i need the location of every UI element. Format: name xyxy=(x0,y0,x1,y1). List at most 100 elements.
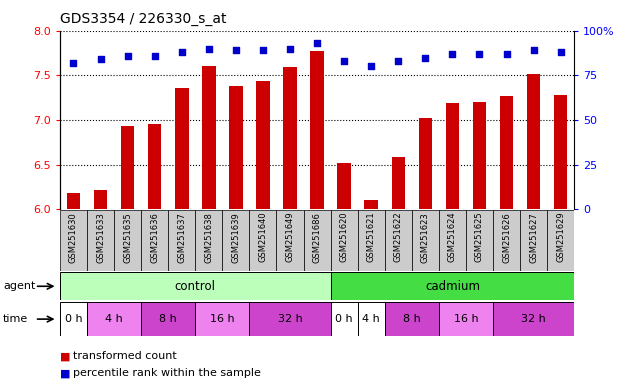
Bar xyxy=(67,193,80,209)
Bar xyxy=(229,86,243,209)
Text: 16 h: 16 h xyxy=(454,314,478,324)
Text: 0 h: 0 h xyxy=(64,314,82,324)
Point xyxy=(393,58,403,64)
Bar xyxy=(60,272,331,300)
Bar xyxy=(249,302,331,336)
Bar xyxy=(304,210,331,271)
Text: GSM251649: GSM251649 xyxy=(285,212,295,263)
Text: transformed count: transformed count xyxy=(73,351,176,361)
Text: 0 h: 0 h xyxy=(335,314,353,324)
Text: 8 h: 8 h xyxy=(403,314,421,324)
Bar xyxy=(94,190,107,209)
Bar xyxy=(385,302,439,336)
Bar xyxy=(473,102,487,209)
Text: GSM251640: GSM251640 xyxy=(259,212,268,263)
Point xyxy=(258,47,268,53)
Bar xyxy=(256,81,269,209)
Text: 4 h: 4 h xyxy=(105,314,123,324)
Text: GSM251622: GSM251622 xyxy=(394,212,403,263)
Point xyxy=(529,47,539,53)
Bar xyxy=(412,210,439,271)
Bar xyxy=(520,210,547,271)
Bar xyxy=(202,66,216,209)
Bar xyxy=(500,96,513,209)
Point xyxy=(285,46,295,52)
Bar xyxy=(249,210,276,271)
Text: GSM251625: GSM251625 xyxy=(475,212,484,263)
Text: ■: ■ xyxy=(60,368,71,378)
Text: GSM251637: GSM251637 xyxy=(177,212,186,263)
Bar xyxy=(60,302,87,336)
Point xyxy=(556,49,566,55)
Bar xyxy=(175,88,189,209)
Text: time: time xyxy=(3,314,28,324)
Bar xyxy=(439,210,466,271)
Text: 8 h: 8 h xyxy=(160,314,177,324)
Bar xyxy=(547,210,574,271)
Point xyxy=(177,49,187,55)
Bar xyxy=(87,210,114,271)
Point xyxy=(447,51,457,57)
Text: GSM251626: GSM251626 xyxy=(502,212,511,263)
Text: GSM251629: GSM251629 xyxy=(556,212,565,263)
Bar xyxy=(331,302,358,336)
Text: agent: agent xyxy=(3,281,35,291)
Point xyxy=(366,63,376,70)
Text: GSM251627: GSM251627 xyxy=(529,212,538,263)
Text: GSM251621: GSM251621 xyxy=(367,212,375,263)
Bar xyxy=(60,210,87,271)
Bar xyxy=(466,210,493,271)
Bar xyxy=(114,210,141,271)
Text: GSM251639: GSM251639 xyxy=(232,212,240,263)
Text: GSM251620: GSM251620 xyxy=(339,212,349,263)
Text: GSM251638: GSM251638 xyxy=(204,212,213,263)
Bar xyxy=(195,210,222,271)
Bar xyxy=(358,302,385,336)
Bar xyxy=(358,210,385,271)
Bar xyxy=(493,302,574,336)
Text: GSM251623: GSM251623 xyxy=(421,212,430,263)
Bar xyxy=(418,118,432,209)
Bar xyxy=(310,51,324,209)
Text: 4 h: 4 h xyxy=(362,314,380,324)
Text: control: control xyxy=(175,280,216,293)
Text: GSM251633: GSM251633 xyxy=(96,212,105,263)
Bar xyxy=(331,210,358,271)
Text: GSM251686: GSM251686 xyxy=(312,212,322,263)
Bar xyxy=(527,74,540,209)
Bar xyxy=(195,302,249,336)
Bar xyxy=(493,210,520,271)
Text: 16 h: 16 h xyxy=(210,314,235,324)
Point xyxy=(502,51,512,57)
Point xyxy=(339,58,349,64)
Text: GDS3354 / 226330_s_at: GDS3354 / 226330_s_at xyxy=(60,12,227,25)
Point xyxy=(150,53,160,59)
Bar xyxy=(121,126,134,209)
Bar xyxy=(276,210,304,271)
Point xyxy=(95,56,105,62)
Text: ■: ■ xyxy=(60,351,71,361)
Bar xyxy=(391,157,405,209)
Bar xyxy=(445,103,459,209)
Bar xyxy=(148,124,162,209)
Text: cadmium: cadmium xyxy=(425,280,480,293)
Text: 32 h: 32 h xyxy=(278,314,302,324)
Bar xyxy=(439,302,493,336)
Text: GSM251635: GSM251635 xyxy=(123,212,132,263)
Text: 32 h: 32 h xyxy=(521,314,546,324)
Bar xyxy=(222,210,249,271)
Bar xyxy=(554,95,567,209)
Point xyxy=(312,40,322,46)
Bar xyxy=(331,272,574,300)
Bar xyxy=(87,302,141,336)
Text: GSM251624: GSM251624 xyxy=(448,212,457,263)
Point xyxy=(122,53,133,59)
Text: percentile rank within the sample: percentile rank within the sample xyxy=(73,368,261,378)
Bar xyxy=(338,163,351,209)
Point xyxy=(420,55,430,61)
Bar xyxy=(168,210,195,271)
Point xyxy=(231,47,241,53)
Bar xyxy=(141,302,195,336)
Bar xyxy=(385,210,412,271)
Point xyxy=(204,46,214,52)
